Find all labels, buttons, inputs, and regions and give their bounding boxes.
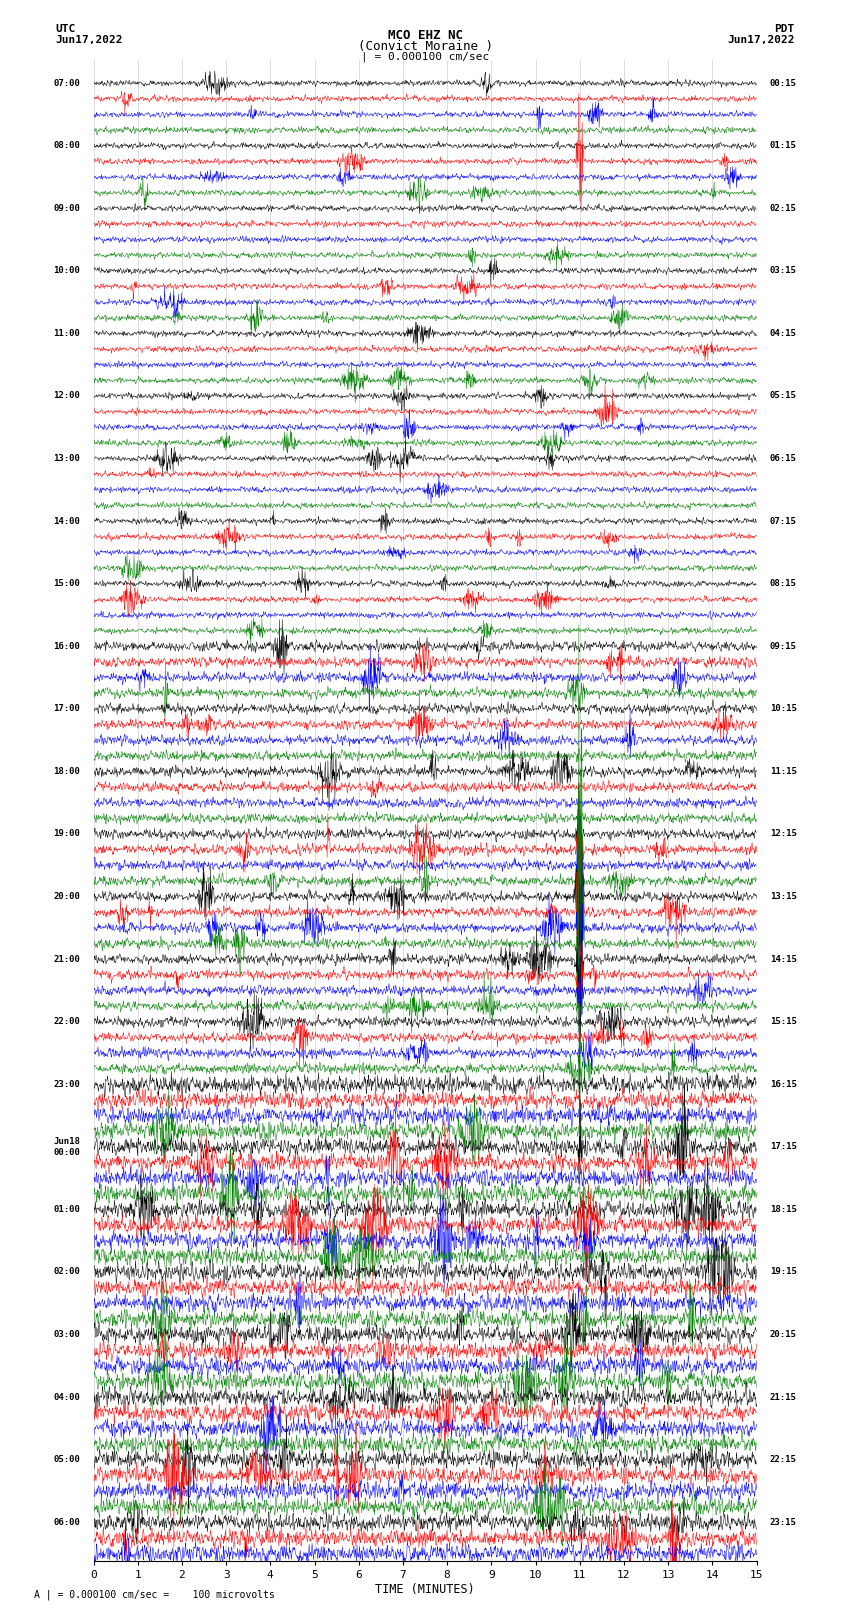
Text: 07:00: 07:00 xyxy=(54,79,80,87)
Text: 06:15: 06:15 xyxy=(770,455,796,463)
Text: 09:15: 09:15 xyxy=(770,642,796,650)
Text: 20:15: 20:15 xyxy=(770,1331,796,1339)
Text: 21:00: 21:00 xyxy=(54,955,80,963)
Text: 16:15: 16:15 xyxy=(770,1079,796,1089)
Text: 03:15: 03:15 xyxy=(770,266,796,276)
Text: 02:00: 02:00 xyxy=(54,1268,80,1276)
Text: 10:00: 10:00 xyxy=(54,266,80,276)
Text: A | = 0.000100 cm/sec =    100 microvolts: A | = 0.000100 cm/sec = 100 microvolts xyxy=(34,1589,275,1600)
Text: 20:00: 20:00 xyxy=(54,892,80,902)
Text: 06:00: 06:00 xyxy=(54,1518,80,1528)
Text: 15:00: 15:00 xyxy=(54,579,80,589)
Text: 01:00: 01:00 xyxy=(54,1205,80,1215)
Text: 17:00: 17:00 xyxy=(54,705,80,713)
Text: 00:15: 00:15 xyxy=(770,79,796,87)
Text: Jun17,2022: Jun17,2022 xyxy=(55,35,122,45)
Text: (Convict Moraine ): (Convict Moraine ) xyxy=(358,40,492,53)
Text: 23:00: 23:00 xyxy=(54,1079,80,1089)
Text: 22:00: 22:00 xyxy=(54,1018,80,1026)
Text: 18:15: 18:15 xyxy=(770,1205,796,1215)
Text: PDT: PDT xyxy=(774,24,795,34)
Text: 05:15: 05:15 xyxy=(770,392,796,400)
Text: 15:15: 15:15 xyxy=(770,1018,796,1026)
Text: 07:15: 07:15 xyxy=(770,516,796,526)
Text: 02:15: 02:15 xyxy=(770,203,796,213)
Text: 09:00: 09:00 xyxy=(54,203,80,213)
Text: 04:15: 04:15 xyxy=(770,329,796,339)
Text: | = 0.000100 cm/sec: | = 0.000100 cm/sec xyxy=(361,52,489,63)
Text: UTC: UTC xyxy=(55,24,76,34)
Text: 14:00: 14:00 xyxy=(54,516,80,526)
Text: 01:15: 01:15 xyxy=(770,142,796,150)
Text: 10:15: 10:15 xyxy=(770,705,796,713)
Text: 13:15: 13:15 xyxy=(770,892,796,902)
Text: 19:15: 19:15 xyxy=(770,1268,796,1276)
Text: 19:00: 19:00 xyxy=(54,829,80,839)
X-axis label: TIME (MINUTES): TIME (MINUTES) xyxy=(375,1584,475,1597)
Text: 11:00: 11:00 xyxy=(54,329,80,339)
Text: 04:00: 04:00 xyxy=(54,1392,80,1402)
Text: 11:15: 11:15 xyxy=(770,766,796,776)
Text: Jun18
00:00: Jun18 00:00 xyxy=(54,1137,80,1157)
Text: 23:15: 23:15 xyxy=(770,1518,796,1528)
Text: MCO EHZ NC: MCO EHZ NC xyxy=(388,29,462,42)
Text: 08:15: 08:15 xyxy=(770,579,796,589)
Text: 14:15: 14:15 xyxy=(770,955,796,963)
Text: 16:00: 16:00 xyxy=(54,642,80,650)
Text: 17:15: 17:15 xyxy=(770,1142,796,1152)
Text: 22:15: 22:15 xyxy=(770,1455,796,1465)
Text: 12:15: 12:15 xyxy=(770,829,796,839)
Text: 08:00: 08:00 xyxy=(54,142,80,150)
Text: 13:00: 13:00 xyxy=(54,455,80,463)
Text: 21:15: 21:15 xyxy=(770,1392,796,1402)
Text: 03:00: 03:00 xyxy=(54,1331,80,1339)
Text: 18:00: 18:00 xyxy=(54,766,80,776)
Text: 12:00: 12:00 xyxy=(54,392,80,400)
Text: Jun17,2022: Jun17,2022 xyxy=(728,35,795,45)
Text: 05:00: 05:00 xyxy=(54,1455,80,1465)
